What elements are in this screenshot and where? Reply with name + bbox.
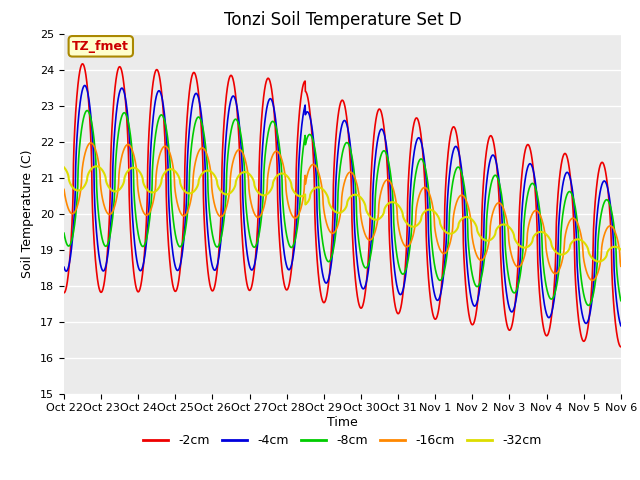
-4cm bbox=[606, 199, 614, 205]
Title: Tonzi Soil Temperature Set D: Tonzi Soil Temperature Set D bbox=[223, 11, 461, 29]
Line: -32cm: -32cm bbox=[64, 166, 621, 262]
-8cm bbox=[124, 117, 132, 122]
-32cm bbox=[617, 247, 625, 252]
-2cm bbox=[617, 344, 625, 349]
-8cm bbox=[298, 159, 306, 165]
-8cm bbox=[157, 112, 164, 118]
-4cm bbox=[274, 138, 282, 144]
-2cm bbox=[546, 324, 554, 329]
-32cm bbox=[606, 246, 614, 252]
Line: -8cm: -8cm bbox=[64, 110, 621, 305]
Line: -4cm: -4cm bbox=[64, 85, 621, 326]
-2cm bbox=[606, 213, 614, 218]
-32cm bbox=[595, 259, 602, 264]
-2cm bbox=[79, 61, 86, 67]
-8cm bbox=[617, 298, 625, 303]
-16cm bbox=[274, 149, 282, 155]
-16cm bbox=[606, 223, 614, 229]
-8cm bbox=[60, 230, 68, 236]
Legend: -2cm, -4cm, -8cm, -16cm, -32cm: -2cm, -4cm, -8cm, -16cm, -32cm bbox=[138, 429, 547, 452]
Line: -16cm: -16cm bbox=[64, 143, 621, 280]
-4cm bbox=[60, 264, 68, 270]
-8cm bbox=[585, 302, 593, 308]
X-axis label: Time: Time bbox=[327, 416, 358, 429]
-16cm bbox=[546, 264, 554, 270]
-2cm bbox=[157, 82, 164, 88]
-4cm bbox=[81, 83, 88, 88]
-32cm bbox=[92, 163, 100, 169]
-16cm bbox=[589, 277, 596, 283]
-32cm bbox=[546, 237, 554, 242]
-32cm bbox=[274, 172, 282, 178]
-16cm bbox=[87, 140, 95, 146]
-8cm bbox=[274, 132, 282, 138]
Y-axis label: Soil Temperature (C): Soil Temperature (C) bbox=[22, 149, 35, 278]
-16cm bbox=[157, 149, 164, 155]
-32cm bbox=[124, 168, 132, 174]
-2cm bbox=[274, 198, 282, 204]
-4cm bbox=[124, 112, 132, 118]
Line: -2cm: -2cm bbox=[64, 64, 621, 347]
-4cm bbox=[157, 90, 164, 96]
-4cm bbox=[617, 323, 625, 329]
-32cm bbox=[157, 181, 164, 187]
-16cm bbox=[298, 202, 306, 207]
-4cm bbox=[298, 122, 306, 128]
-16cm bbox=[617, 264, 625, 269]
-8cm bbox=[83, 108, 91, 113]
Text: TZ_fmet: TZ_fmet bbox=[72, 40, 129, 53]
-32cm bbox=[298, 193, 306, 199]
-8cm bbox=[606, 203, 614, 209]
-2cm bbox=[124, 132, 132, 138]
-2cm bbox=[298, 89, 306, 95]
-16cm bbox=[60, 187, 68, 192]
-32cm bbox=[60, 165, 68, 170]
-16cm bbox=[124, 142, 132, 147]
-8cm bbox=[546, 295, 554, 301]
-4cm bbox=[546, 314, 554, 320]
-2cm bbox=[60, 290, 68, 296]
